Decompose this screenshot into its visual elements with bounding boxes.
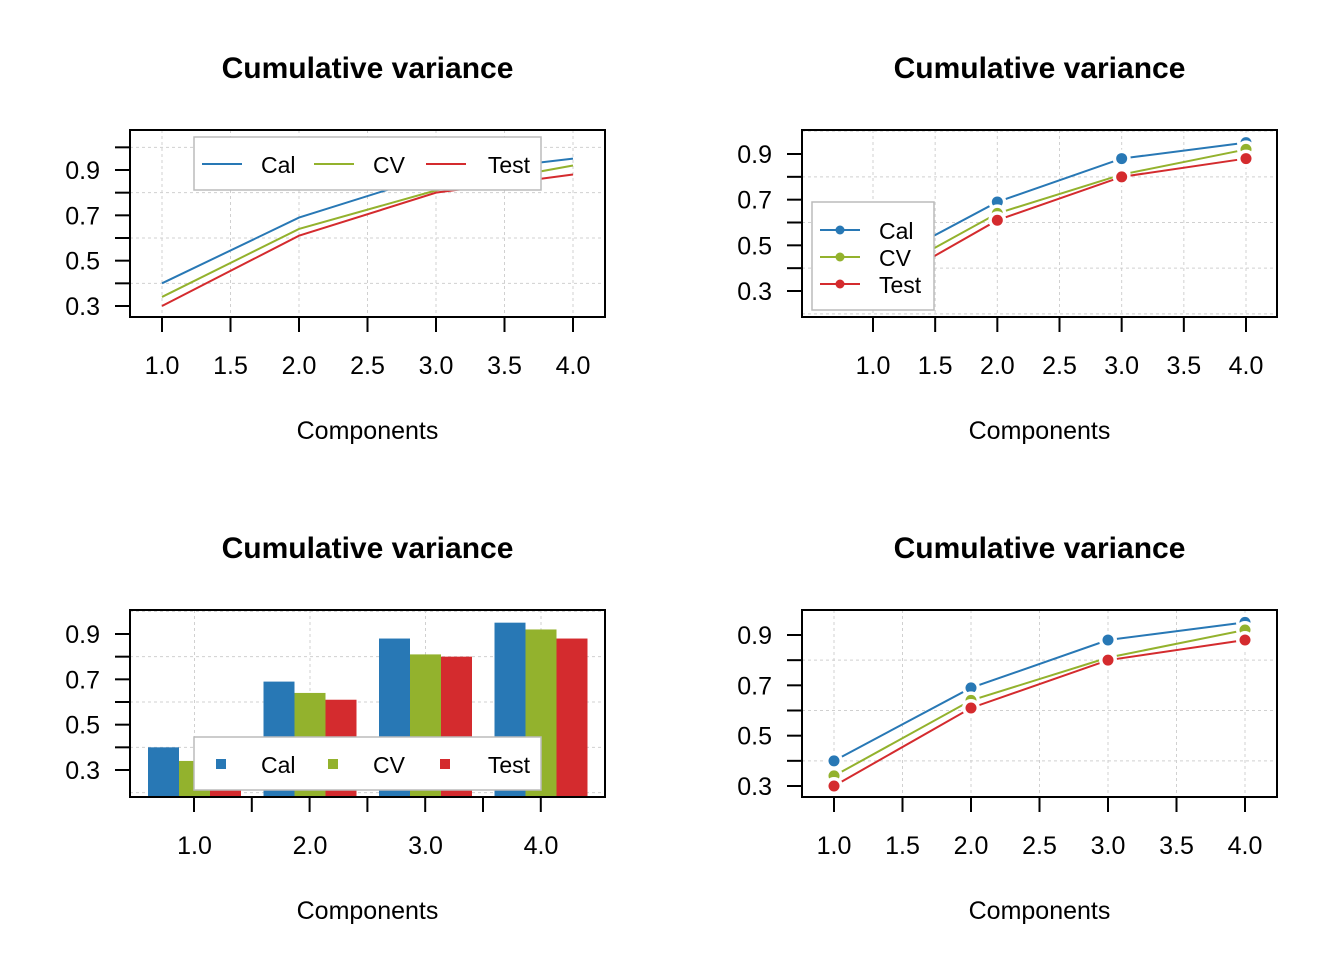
x-tick-label: 2.0	[980, 352, 1015, 380]
x-tick-label: 4.0	[556, 352, 591, 380]
point-test	[1240, 153, 1252, 165]
chart-title: Cumulative variance	[894, 532, 1186, 565]
y-tick-label: 0.5	[737, 232, 772, 260]
legend-marker-cv	[835, 252, 845, 262]
x-tick-label: 3.5	[1166, 352, 1201, 380]
y-tick-label: 0.7	[737, 672, 772, 700]
legend-swatch-cv	[328, 759, 338, 769]
line-cal	[833, 621, 1246, 762]
chart-title: Cumulative variance	[894, 52, 1186, 85]
y-tick-label: 0.5	[65, 712, 100, 740]
legend-label: Cal	[261, 752, 296, 778]
panel-2: Cumulative variance Components 1.0 1.5 2.0 2.…	[737, 52, 1278, 445]
x-tick-label: 3.0	[419, 352, 454, 380]
point-test	[1239, 634, 1251, 646]
point-cal	[1102, 634, 1114, 646]
x-tick-label: 3.5	[487, 352, 522, 380]
y-tick-label: 0.5	[737, 723, 772, 751]
legend-marker-cal	[835, 225, 845, 235]
line-cv	[833, 628, 1246, 777]
y-tick-label: 0.9	[737, 141, 772, 169]
x-tick-label: 2.0	[282, 352, 317, 380]
plot-frame	[129, 609, 606, 798]
plot-frame	[129, 129, 606, 318]
x-tick-label: 1.0	[145, 352, 180, 380]
legend: Cal CV Test	[193, 136, 542, 191]
x-tick-label: 1.0	[817, 832, 852, 860]
x-tick-label: 1.5	[213, 352, 248, 380]
x-axis-label: Components	[297, 417, 439, 445]
panel-4: Cumulative variance Components 1.0 1.5 2.0 2.…	[737, 532, 1278, 925]
y-tick-label: 0.9	[737, 622, 772, 650]
point-cal	[1116, 153, 1128, 165]
legend-label: Cal	[879, 218, 914, 244]
x-tick-label: 4.0	[524, 832, 559, 860]
x-tick-label: 1.0	[177, 832, 212, 860]
x-tick-label: 4.0	[1229, 352, 1264, 380]
y-tick-label: 0.7	[65, 202, 100, 230]
x-tick-label: 2.0	[954, 832, 989, 860]
bar-test	[556, 638, 588, 797]
legend-label: Test	[488, 752, 531, 778]
plot-frame	[801, 609, 1278, 798]
y-tick-label: 0.3	[65, 757, 100, 785]
x-tick-label: 2.5	[1042, 352, 1077, 380]
x-tick-label: 4.0	[1228, 832, 1263, 860]
line-cv	[872, 148, 1247, 283]
legend-label: CV	[879, 245, 912, 271]
x-tick-label: 3.5	[1159, 832, 1194, 860]
legend: Cal CV Test	[193, 736, 542, 791]
y-tick-label: 0.7	[65, 666, 100, 694]
point-test	[1102, 654, 1114, 666]
y-tick-label: 0.3	[737, 278, 772, 306]
legend-swatch-cal	[216, 759, 226, 769]
x-tick-label: 1.5	[885, 832, 920, 860]
legend-box	[193, 136, 542, 191]
x-axis-label: Components	[297, 897, 439, 925]
y-tick-label: 0.9	[65, 157, 100, 185]
x-tick-label: 3.0	[1091, 832, 1126, 860]
bar-cal	[148, 747, 179, 797]
x-tick-label: 2.5	[350, 352, 385, 380]
y-tick-label: 0.3	[737, 773, 772, 801]
x-tick-label: 2.0	[293, 832, 328, 860]
legend-box	[193, 736, 542, 791]
legend-label: CV	[373, 152, 406, 178]
legend-marker-test	[835, 279, 845, 289]
x-axis-label: Components	[969, 417, 1111, 445]
x-tick-label: 1.0	[856, 352, 891, 380]
x-tick-label: 3.0	[1104, 352, 1139, 380]
legend-label: CV	[373, 752, 406, 778]
point-cal	[965, 682, 977, 694]
chart-title: Cumulative variance	[222, 52, 514, 85]
x-tick-label: 2.5	[1022, 832, 1057, 860]
point-test	[1116, 171, 1128, 183]
line-test	[833, 639, 1246, 787]
line-test	[872, 157, 1247, 292]
x-tick-label: 3.0	[408, 832, 443, 860]
chart-title: Cumulative variance	[222, 532, 514, 565]
panel-1: Cumulative variance Components 1.0 1.5 2.0 2.…	[65, 52, 606, 445]
legend-label: Test	[488, 152, 531, 178]
y-tick-label: 0.7	[737, 187, 772, 215]
y-tick-label: 0.9	[65, 621, 100, 649]
point-cal	[828, 755, 840, 767]
point-test	[991, 214, 1003, 226]
point-test	[828, 780, 840, 792]
legend-label: Test	[879, 272, 922, 298]
line-cal	[872, 141, 1247, 270]
x-tick-label: 1.5	[918, 352, 953, 380]
x-axis-label: Components	[969, 897, 1111, 925]
point-test	[965, 702, 977, 714]
y-tick-label: 0.3	[65, 293, 100, 321]
point-cal	[991, 196, 1003, 208]
legend-swatch-test	[440, 759, 450, 769]
legend-label: Cal	[261, 152, 296, 178]
panel-3: Cumulative variance Components 1.0 2.0 3.0 4.…	[65, 532, 606, 925]
plot-frame	[801, 129, 1278, 318]
y-tick-label: 0.5	[65, 248, 100, 276]
